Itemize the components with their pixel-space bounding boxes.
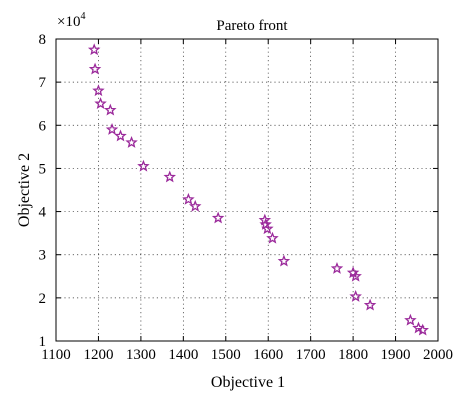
data-point-star [188, 199, 202, 212]
data-point-star [211, 211, 225, 224]
data-point-star [261, 222, 274, 235]
y-axis-label: Objective 2 [16, 153, 33, 227]
data-point-star [114, 129, 127, 142]
x-tick-label: 2000 [423, 347, 453, 363]
data-point-star [104, 103, 117, 116]
data-point-star [87, 43, 101, 56]
data-point-star [163, 170, 176, 183]
data-point-star [125, 135, 138, 148]
data-point-star [404, 313, 417, 326]
x-tick-label: 1100 [41, 347, 70, 363]
y-axis-multiplier: ×104 [57, 11, 85, 30]
y-multiplier-exponent: 4 [80, 11, 85, 22]
plot-frame [55, 38, 439, 342]
data-point-star [363, 298, 377, 311]
data-point-star [88, 62, 102, 75]
x-tick-label: 1500 [211, 347, 241, 363]
y-tick-label: 8 [39, 32, 47, 48]
data-point-star [94, 97, 107, 110]
y-tick-label: 2 [39, 291, 47, 307]
x-tick-label: 1300 [126, 347, 156, 363]
x-tick-label: 1200 [83, 347, 113, 363]
x-tick-label: 1800 [338, 347, 368, 363]
grid-lines [56, 39, 438, 341]
data-points [87, 43, 429, 336]
data-point-star [416, 323, 429, 336]
x-tick-label: 1600 [253, 347, 283, 363]
y-tick-label: 6 [39, 118, 47, 134]
data-point-star [277, 254, 291, 267]
axis-ticks: 1100 1200 1300 1400 1500 1600 1700 1800 1900 2000… [39, 32, 454, 363]
y-multiplier-base: ×10 [57, 14, 80, 30]
data-point-star [105, 123, 119, 135]
data-point-star [349, 269, 362, 282]
y-tick-label: 4 [39, 205, 47, 221]
x-tick-label: 1700 [296, 347, 326, 363]
data-point-star [266, 231, 279, 244]
x-tick-label: 1900 [381, 347, 411, 363]
y-tick-label: 5 [39, 161, 47, 177]
data-point-star [349, 290, 362, 302]
y-tick-label: 7 [39, 75, 47, 91]
y-tick-label: 3 [39, 248, 47, 264]
data-point-star [92, 84, 105, 97]
x-tick-label: 1400 [168, 347, 198, 363]
x-axis-label: Objective 1 [211, 374, 285, 391]
data-point-star [330, 261, 344, 274]
y-tick-label: 1 [39, 334, 47, 350]
data-point-star [182, 192, 195, 205]
chart-title: Pareto front [216, 18, 288, 34]
data-point-star [137, 159, 150, 172]
